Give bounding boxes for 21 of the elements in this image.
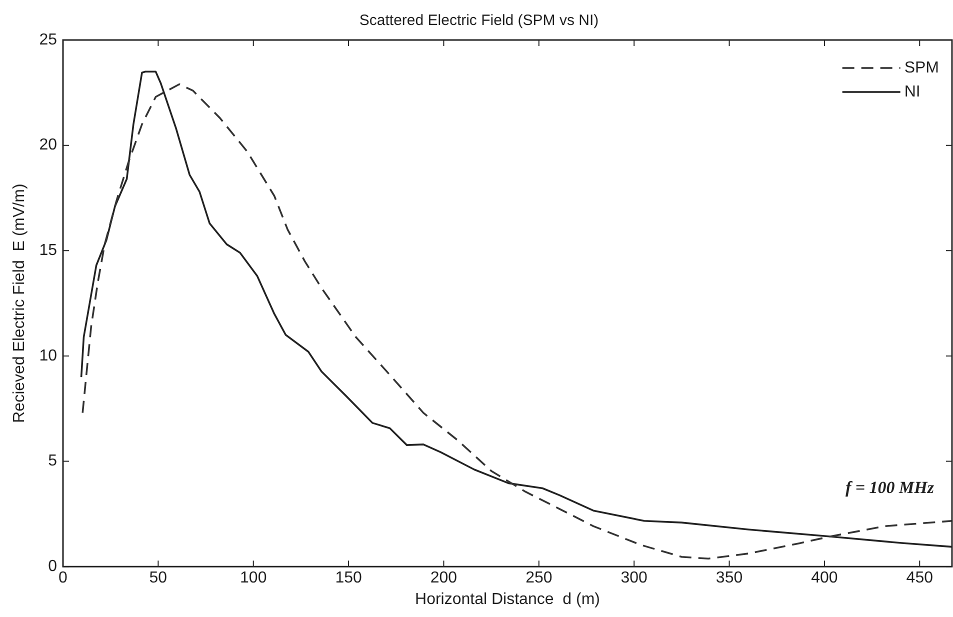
y-axis-title: Recieved Electric Field E (mV/m) [11,184,28,423]
x-tick-label: 50 [149,570,168,587]
chart-title: Scattered Electric Field (SPM vs NI) [359,12,599,30]
x-tick-label: 100 [240,570,267,587]
y-tick-label: 10 [39,347,58,364]
x-tick-label: 450 [906,570,934,587]
x-tick-label: 350 [716,570,743,587]
x-axis-title: Horizontal Distance d (m) [415,590,600,608]
y-tick-label: 25 [39,31,58,48]
annotation: f = 100 MHz [845,478,934,498]
x-tick-label: 150 [335,570,362,587]
x-tick-label: 300 [620,570,648,587]
y-tick-label: 20 [39,136,58,154]
x-tick-label: 200 [430,570,458,587]
y-tick-label: 15 [39,242,58,260]
x-tick-label: 250 [526,570,552,587]
y-tick-label: 5 [48,452,58,470]
x-tick-label: 400 [811,570,838,587]
legend-label: NI [904,83,920,100]
legend-label: SPM [904,59,939,76]
y-tick-label: 0 [48,558,58,576]
